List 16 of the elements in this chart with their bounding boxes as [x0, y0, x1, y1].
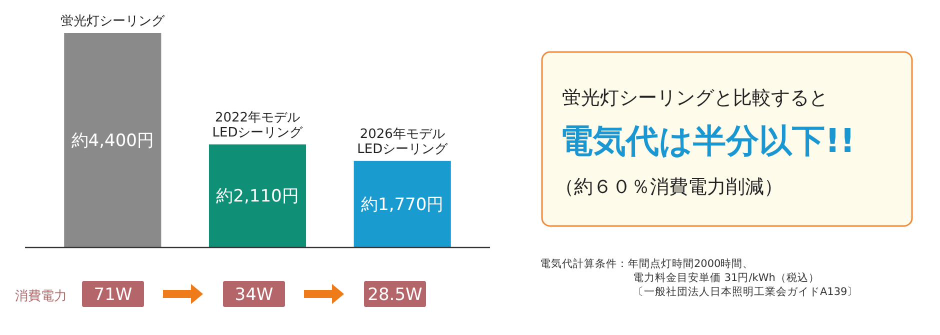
data-label: 約2,110円 — [216, 186, 299, 207]
text: 電力料金目安単価 31円/kWh（税込） — [633, 271, 820, 284]
text: 71W — [94, 285, 132, 305]
text: 蛍光灯シーリングと比較すると — [562, 87, 828, 109]
text: 28.5W — [368, 285, 423, 305]
x-tick-label: 2026年モデル LEDシーリング — [357, 126, 449, 157]
x-tick-label: 2022年モデル LEDシーリング — [212, 110, 304, 140]
text: 34W — [234, 285, 274, 305]
data-label: 約1,770円 — [361, 194, 444, 215]
text: 電気代は半分以下!! — [560, 121, 856, 160]
data-label: 約4,400円 — [71, 131, 154, 151]
text: 〔一般社団法人日本照明工業会ガイドA139〕 — [633, 285, 858, 298]
x-tick-label: 蛍光灯シーリング — [60, 14, 166, 29]
text: 消費電力 — [15, 289, 67, 304]
text: （約６０％消費電力削減） — [555, 176, 783, 198]
text: 電気代計算条件：年間点灯時間2000時間、 — [540, 257, 754, 270]
